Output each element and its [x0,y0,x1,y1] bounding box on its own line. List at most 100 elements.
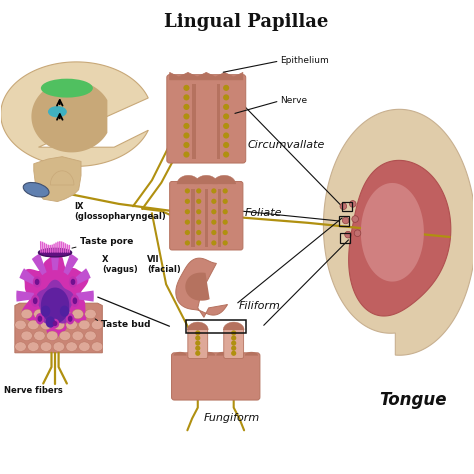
Ellipse shape [223,123,229,129]
Polygon shape [230,352,244,356]
Ellipse shape [183,113,190,119]
Polygon shape [176,258,228,318]
Text: Filiform: Filiform [238,301,280,311]
Ellipse shape [223,199,228,204]
Polygon shape [41,288,69,323]
Ellipse shape [21,331,32,340]
Ellipse shape [223,240,228,246]
Polygon shape [216,352,229,356]
Ellipse shape [46,331,58,340]
Ellipse shape [185,230,190,235]
Text: Tongue: Tongue [379,391,447,409]
Polygon shape [170,73,243,80]
Ellipse shape [185,188,190,193]
Ellipse shape [31,295,39,307]
Ellipse shape [195,340,201,346]
Ellipse shape [196,188,201,193]
Polygon shape [213,175,236,184]
Polygon shape [50,250,60,270]
Ellipse shape [231,351,237,356]
Ellipse shape [15,342,26,351]
Polygon shape [16,291,34,301]
Ellipse shape [66,313,74,324]
Text: X
(vagus): X (vagus) [102,255,138,274]
Polygon shape [72,268,91,286]
Text: Nerve fibers: Nerve fibers [4,386,63,395]
FancyBboxPatch shape [172,353,260,400]
Ellipse shape [41,79,93,98]
Text: Foliate: Foliate [245,209,283,219]
Ellipse shape [211,209,217,214]
Ellipse shape [211,199,217,204]
Polygon shape [64,254,78,275]
Polygon shape [185,273,210,301]
Text: VII
(facial): VII (facial) [147,255,181,274]
Ellipse shape [349,201,356,207]
Ellipse shape [223,152,229,157]
Polygon shape [173,352,187,356]
Bar [205,189,208,246]
Ellipse shape [48,106,67,118]
Polygon shape [0,62,148,166]
Polygon shape [31,81,108,153]
Ellipse shape [15,320,26,329]
Ellipse shape [53,320,64,329]
Polygon shape [21,252,89,340]
Bar [192,83,196,159]
Ellipse shape [33,276,41,288]
Ellipse shape [223,219,228,225]
Ellipse shape [195,330,201,336]
Ellipse shape [195,346,201,351]
Ellipse shape [85,310,96,319]
Ellipse shape [211,219,217,225]
Bar [217,83,220,159]
Ellipse shape [27,342,39,351]
Ellipse shape [33,297,37,304]
Ellipse shape [34,310,45,319]
Ellipse shape [185,219,190,225]
Polygon shape [34,156,81,201]
Polygon shape [187,322,208,329]
Ellipse shape [354,230,361,237]
Ellipse shape [211,240,217,246]
Ellipse shape [231,330,237,336]
Ellipse shape [231,340,237,346]
Ellipse shape [211,188,217,193]
Ellipse shape [40,320,52,329]
Ellipse shape [46,310,58,319]
Ellipse shape [195,336,201,341]
FancyBboxPatch shape [170,182,243,250]
Ellipse shape [196,240,201,246]
Bar [342,201,352,211]
Ellipse shape [53,342,64,351]
Bar [218,189,221,246]
Ellipse shape [37,316,42,322]
Text: Circumvallate: Circumvallate [248,140,325,150]
Bar [191,189,195,246]
Ellipse shape [53,321,57,326]
Polygon shape [202,352,215,356]
Ellipse shape [183,104,190,110]
Polygon shape [76,291,94,301]
Ellipse shape [73,297,77,304]
Ellipse shape [66,320,77,329]
Ellipse shape [223,113,229,119]
Ellipse shape [196,199,201,204]
Ellipse shape [223,188,228,193]
Ellipse shape [35,279,39,285]
Ellipse shape [185,209,190,214]
Polygon shape [223,322,244,329]
Ellipse shape [196,230,201,235]
Ellipse shape [223,94,229,100]
Ellipse shape [59,331,71,340]
Polygon shape [349,160,451,316]
Ellipse shape [38,248,72,257]
Ellipse shape [79,342,90,351]
Ellipse shape [223,230,228,235]
Ellipse shape [223,85,229,91]
Ellipse shape [71,295,79,307]
Ellipse shape [72,331,83,340]
Polygon shape [323,109,474,355]
Ellipse shape [46,317,55,328]
Ellipse shape [79,320,90,329]
